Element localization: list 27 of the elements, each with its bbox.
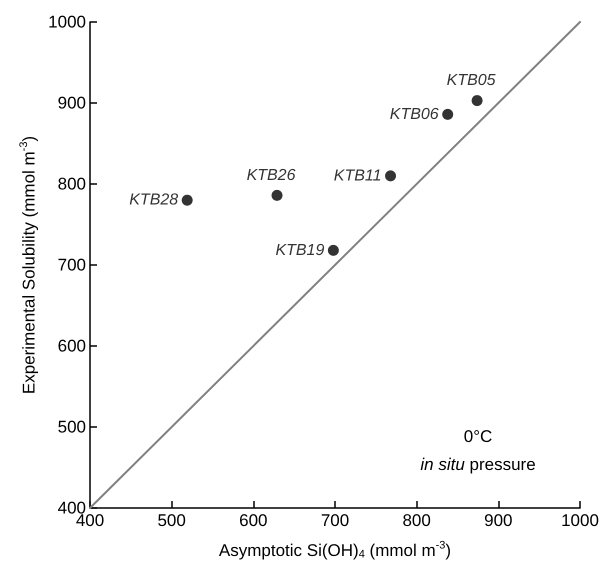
- x-tick-label: 1000: [561, 511, 599, 530]
- annotation: KTB05: [446, 72, 496, 90]
- annotation: in situ pressure: [420, 455, 536, 474]
- point: [272, 190, 283, 201]
- x-tick-label: 500: [157, 511, 186, 530]
- point: [472, 95, 483, 106]
- y-tick-label: 900: [58, 94, 86, 112]
- point: [182, 194, 193, 206]
- annotation: KTB06: [390, 106, 439, 123]
- annotation: 0°C: [464, 427, 492, 446]
- x-tick-label: 700: [320, 511, 350, 530]
- annotation: KTB11: [334, 167, 382, 184]
- point: [385, 170, 396, 182]
- y-tick-label: 600: [58, 336, 86, 356]
- annotation: KTB28: [129, 192, 178, 209]
- x-tick-label: 800: [402, 511, 431, 530]
- x-tick-label: 600: [239, 511, 268, 530]
- y-tick-label: 1000: [48, 12, 86, 32]
- x-tick-label: 900: [484, 511, 513, 530]
- y-tick-label: 800: [58, 174, 86, 194]
- point: [328, 244, 339, 256]
- annotation: KTB19: [275, 242, 324, 259]
- y-tick-label: 500: [58, 418, 86, 436]
- point: [442, 108, 454, 120]
- annotation: KTB26: [246, 166, 296, 184]
- y-axis-title: Experimental Solubility (mmol m-3): [18, 136, 38, 394]
- y-tick-label: 700: [58, 256, 86, 274]
